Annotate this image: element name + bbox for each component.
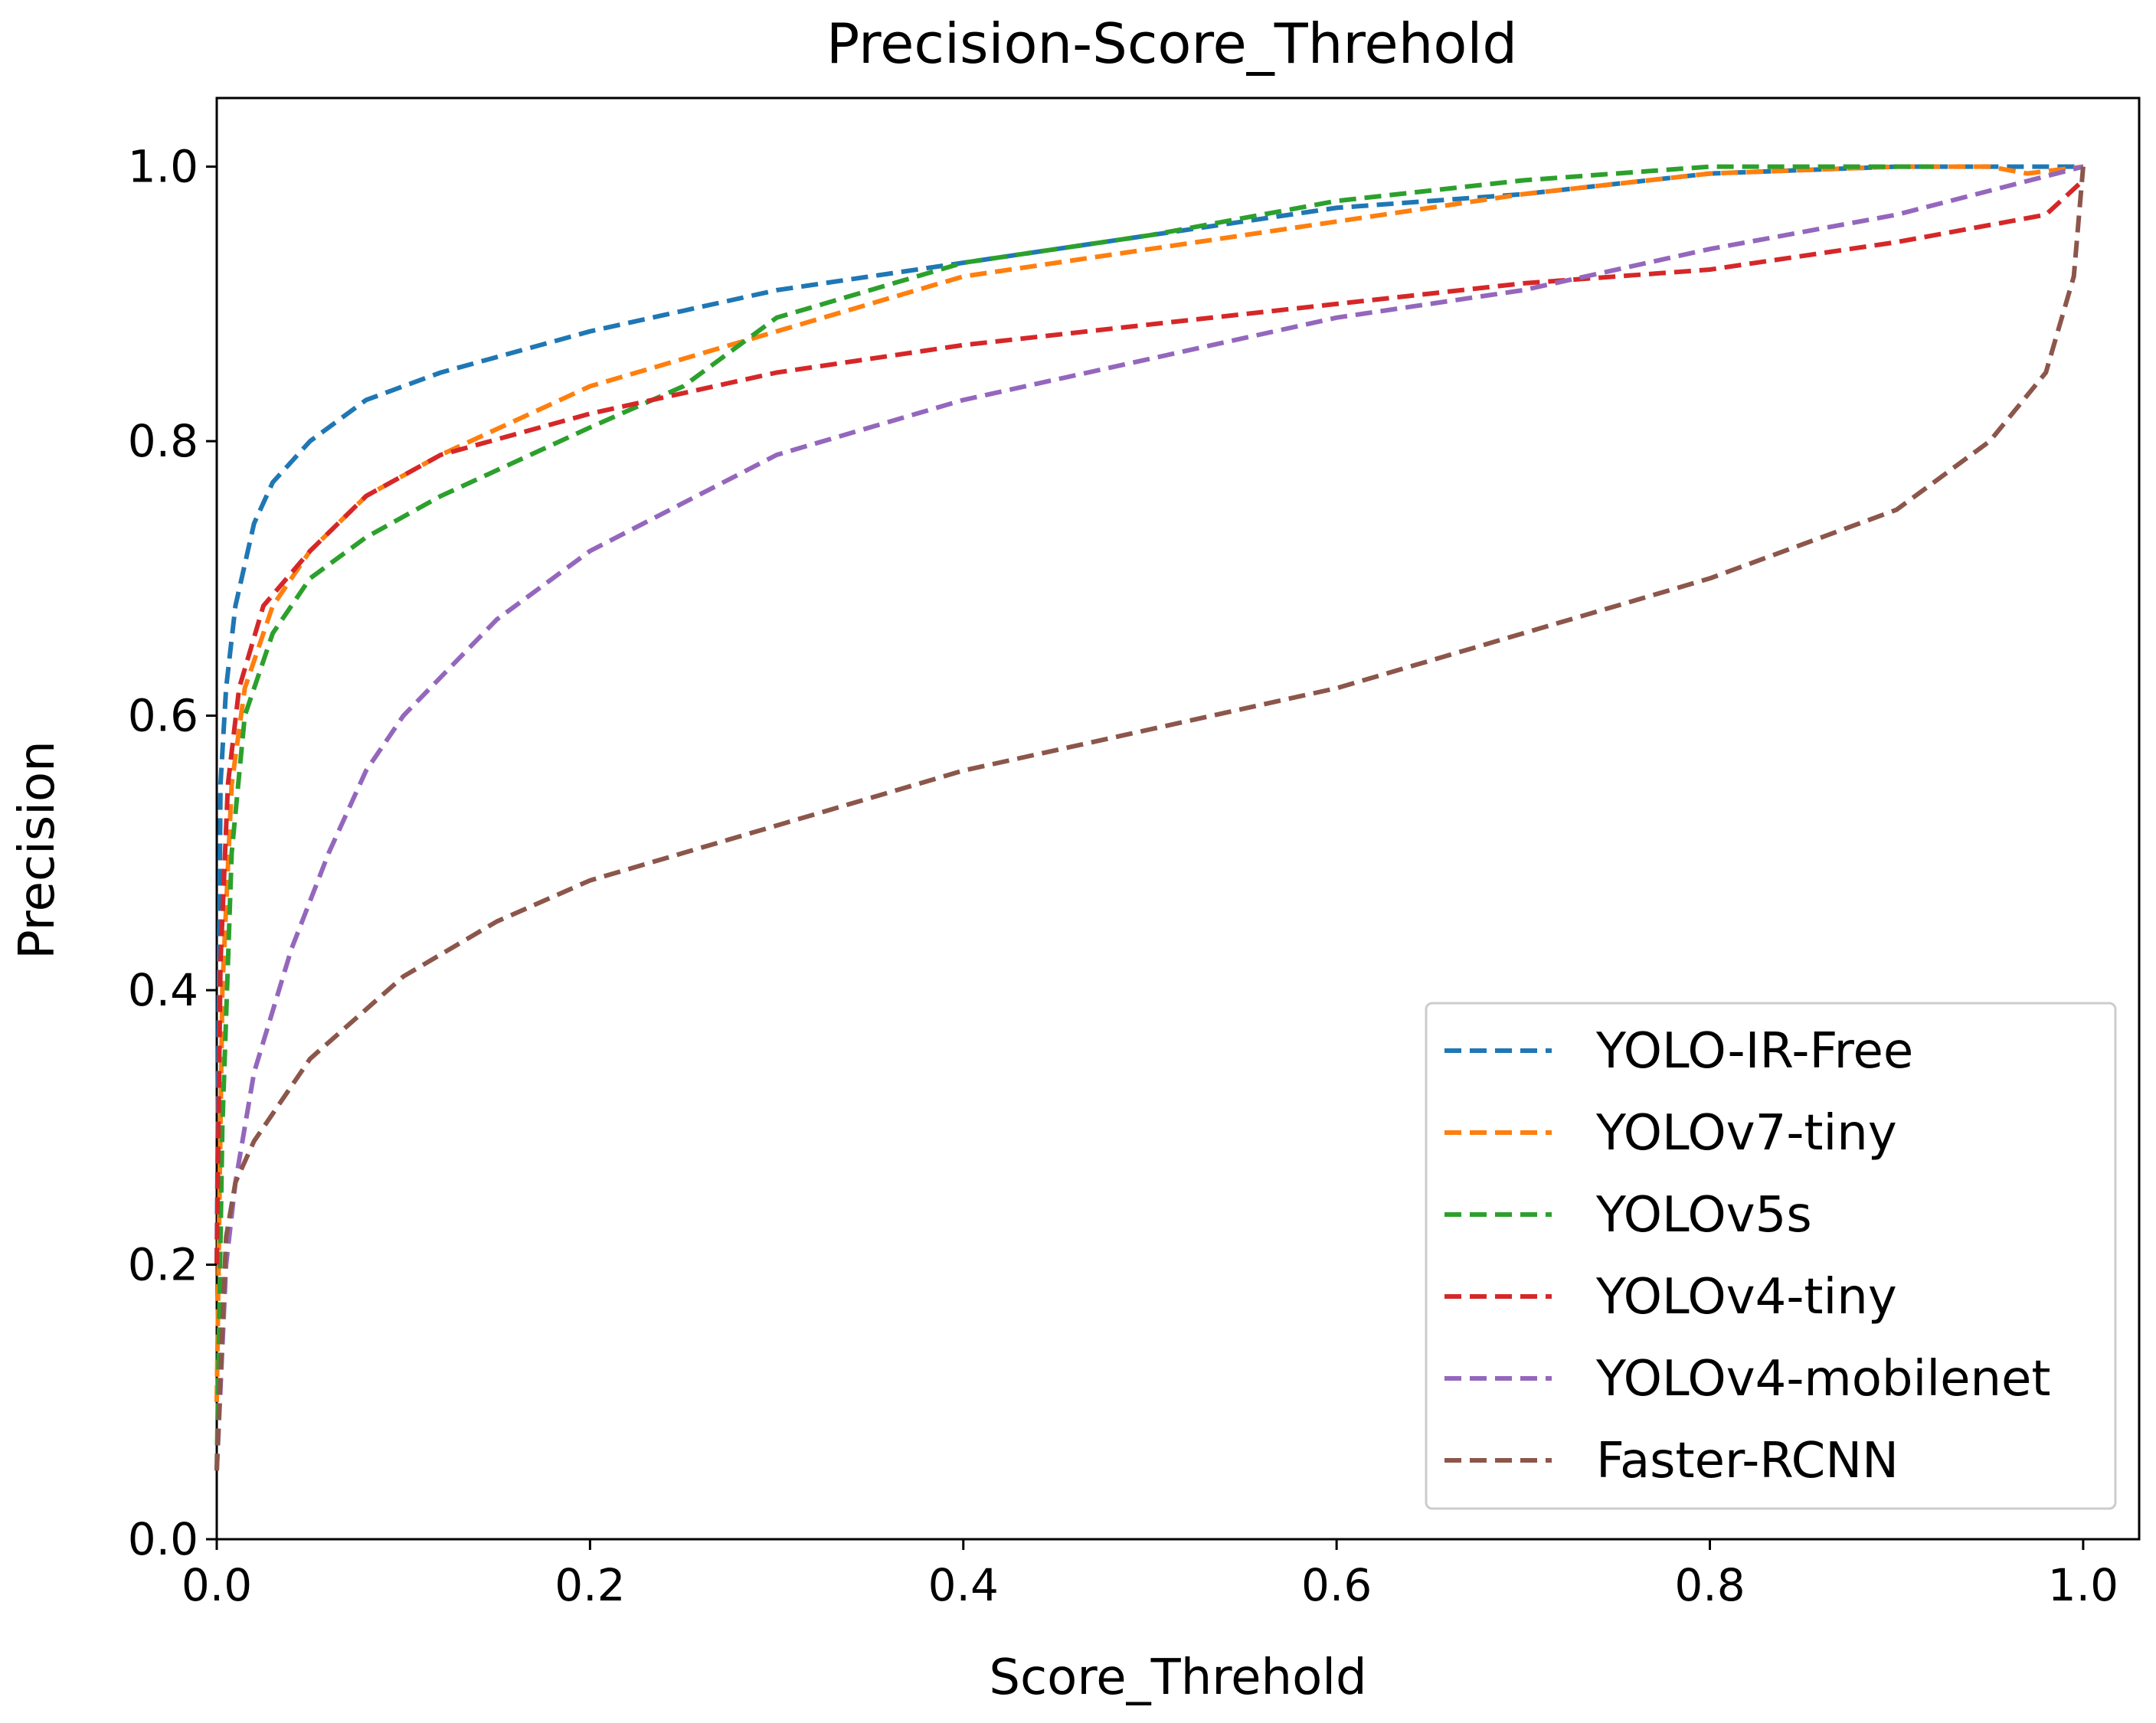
series-line-2 [214, 164, 1934, 1471]
x-tick-label: 0.6 [1301, 1559, 1372, 1611]
x-tick-label: 0.4 [928, 1559, 999, 1611]
plot-area [215, 96, 2141, 1541]
x-tick-label: 0.8 [1674, 1559, 1745, 1611]
legend-label: YOLOv4-mobilenet [1595, 1351, 2051, 1407]
legend-label: Faster-RCNN [1596, 1433, 1899, 1489]
y-tick-label: 0.6 [128, 690, 198, 742]
legend-label: YOLOv5s [1595, 1187, 1812, 1244]
chart-title: Precision-Score_Threhold [826, 11, 1517, 76]
y-tick-label: 0.8 [128, 415, 198, 467]
legend-label: YOLOv7-tiny [1595, 1105, 1897, 1162]
y-axis: 0.0 0.2 0.4 0.6 0.8 1.0 [128, 141, 217, 1565]
legend-box [1425, 1002, 2117, 1510]
legend-label: YOLOv4-tiny [1595, 1269, 1897, 1326]
y-tick-label: 1.0 [128, 141, 198, 193]
y-tick-label: 0.4 [128, 964, 198, 1016]
x-axis: 0.0 0.2 0.4 0.6 0.8 1.0 [182, 1539, 2118, 1611]
series-line-4 [214, 164, 2084, 1471]
plot-frame [215, 96, 2141, 1541]
legend-label: YOLO-IR-Free [1595, 1023, 1913, 1080]
x-tick-label: 1.0 [2048, 1559, 2118, 1611]
legend: YOLO-IR-Free YOLOv7-tiny YOLOv5s YOLOv4-tin… [1425, 1002, 2117, 1510]
y-tick-label: 0.0 [128, 1513, 198, 1565]
y-tick-label: 0.2 [128, 1239, 198, 1291]
series-line-3 [214, 178, 2085, 1265]
series-line-5 [214, 166, 2086, 1471]
x-axis-label: Score_Threhold [989, 1649, 1366, 1706]
series-line-1 [214, 164, 2084, 1402]
x-tick-label: 0.2 [555, 1559, 625, 1611]
series-layer [214, 164, 2086, 1471]
y-axis-label: Precision [9, 741, 66, 960]
x-tick-label: 0.0 [182, 1559, 252, 1611]
